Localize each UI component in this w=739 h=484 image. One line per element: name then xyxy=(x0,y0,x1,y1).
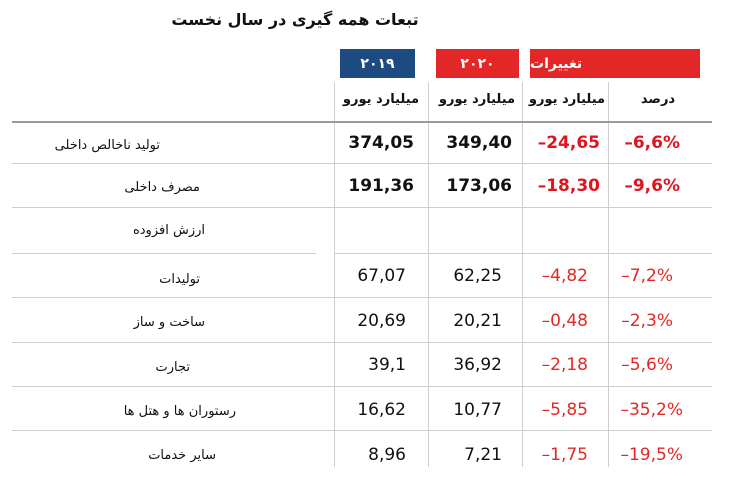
column-divider xyxy=(428,82,429,467)
cell-2019: 8,96 xyxy=(368,445,406,465)
cell-2019: 191,36 xyxy=(348,176,414,196)
unit-2020: میلیارد یورو xyxy=(438,92,516,107)
row-label: تجارت xyxy=(155,360,191,375)
cell-percent: –9,6% xyxy=(624,176,680,196)
cell-percent: –35,2% xyxy=(620,400,683,420)
cell-change: –18,30 xyxy=(537,176,600,196)
cell-2020: 20,21 xyxy=(453,311,502,331)
header-2020: ۲۰۲۰ xyxy=(436,49,519,78)
row-label: مصرف داخلی xyxy=(124,180,200,195)
cell-2020: 62,25 xyxy=(453,266,502,286)
cell-change: –24,65 xyxy=(537,133,600,153)
row-label: ساخت و ساز xyxy=(133,315,205,330)
row-divider xyxy=(12,253,316,254)
page-title: تبعات همه گیری در سال نخست xyxy=(171,10,419,29)
row-divider xyxy=(12,386,712,387)
section-label: ارزش افزوده xyxy=(132,223,205,238)
cell-2020: 36,92 xyxy=(453,355,502,375)
row-divider xyxy=(12,430,712,431)
cell-change: –2,18 xyxy=(541,355,588,375)
cell-2019: 16,62 xyxy=(357,400,406,420)
cell-change: –0,48 xyxy=(541,311,588,331)
cell-2020: 10,77 xyxy=(453,400,502,420)
row-divider xyxy=(12,297,712,298)
row-label: تولیدات xyxy=(159,272,200,287)
cell-percent: –5,6% xyxy=(621,355,673,375)
row-divider xyxy=(12,342,712,343)
cell-2020: 7,21 xyxy=(464,445,502,465)
column-divider xyxy=(334,82,335,467)
row-divider xyxy=(12,163,712,164)
cell-2020: 173,06 xyxy=(446,176,512,196)
cell-percent: –7,2% xyxy=(621,266,673,286)
row-label: رستوران ها و هتل ها xyxy=(123,404,236,419)
cell-2019: 67,07 xyxy=(357,266,406,286)
cell-change: –5,85 xyxy=(541,400,588,420)
row-divider xyxy=(334,253,712,254)
header-changes: تغییرات xyxy=(530,49,700,78)
row-label: تولید ناخالص داخلی xyxy=(54,138,160,153)
unit-change-abs: میلیارد یورو xyxy=(528,92,606,107)
cell-2020: 349,40 xyxy=(446,133,512,153)
row-label: سایر خدمات xyxy=(148,448,216,463)
cell-change: –4,82 xyxy=(541,266,588,286)
cell-percent: –2,3% xyxy=(621,311,673,331)
cell-percent: –19,5% xyxy=(620,445,683,465)
cell-2019: 374,05 xyxy=(348,133,414,153)
cell-2019: 20,69 xyxy=(357,311,406,331)
cell-2019: 39,1 xyxy=(368,355,406,375)
unit-change-pct: درصد xyxy=(640,92,676,107)
cell-change: –1,75 xyxy=(541,445,588,465)
row-divider xyxy=(12,207,712,208)
unit-2019: میلیارد یورو xyxy=(342,92,420,107)
row-divider xyxy=(12,121,712,123)
header-2019: ۲۰۱۹ xyxy=(340,49,415,78)
cell-percent: –6,6% xyxy=(624,133,680,153)
column-divider xyxy=(522,82,523,467)
column-divider xyxy=(608,82,609,467)
